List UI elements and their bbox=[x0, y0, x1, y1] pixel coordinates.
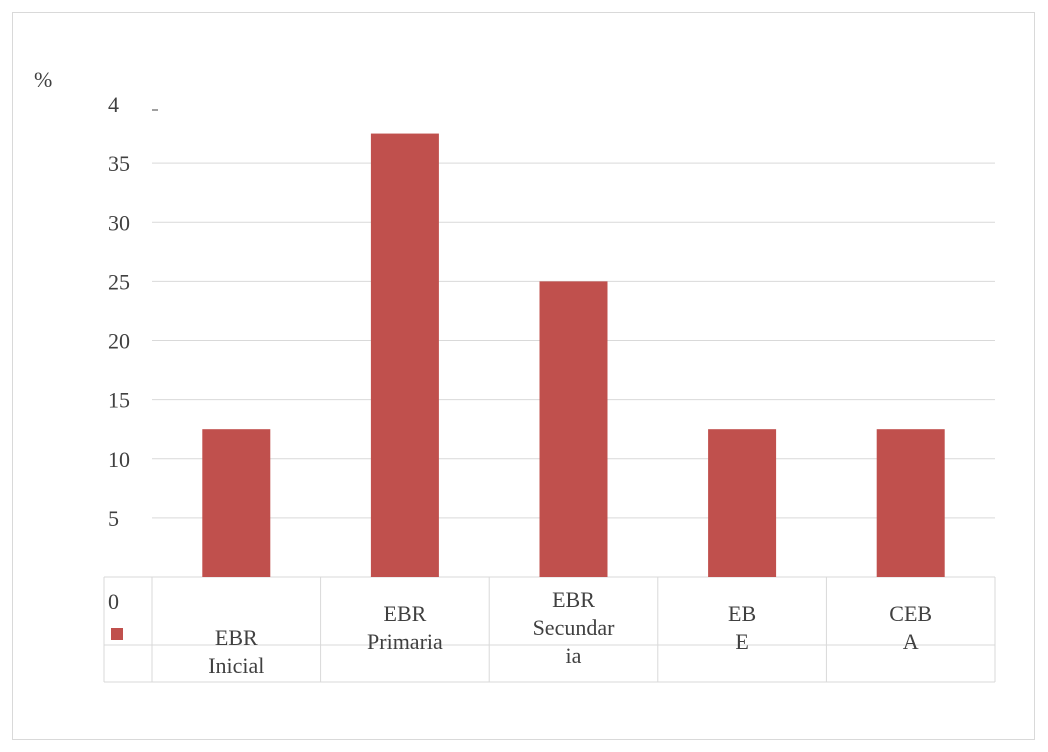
x-tick-label: E bbox=[735, 629, 748, 654]
legend-key bbox=[111, 628, 123, 640]
y-tick-label: 15 bbox=[108, 388, 130, 413]
x-tick-label: Inicial bbox=[208, 653, 264, 678]
y-tick-label: 10 bbox=[108, 447, 130, 472]
chart-border bbox=[12, 12, 1035, 740]
y-tick-label: 4 bbox=[108, 92, 119, 117]
x-tick-label: Primaria bbox=[367, 629, 443, 654]
bar bbox=[539, 281, 608, 577]
y-tick-label: 25 bbox=[108, 269, 130, 294]
bar bbox=[370, 133, 439, 577]
x-tick-label: EBR bbox=[384, 601, 427, 626]
y-tick-label: 20 bbox=[108, 329, 130, 354]
x-tick-label: ia bbox=[566, 643, 582, 668]
bar bbox=[708, 429, 777, 577]
x-tick-label: EBR bbox=[215, 625, 258, 650]
x-tick-label: EBR bbox=[552, 587, 595, 612]
x-tick-label: A bbox=[903, 629, 919, 654]
y-axis-label: % bbox=[34, 67, 52, 92]
bar bbox=[202, 429, 271, 577]
bar bbox=[876, 429, 945, 577]
y-tick-label: 35 bbox=[108, 151, 130, 176]
y-tick-label: 0 bbox=[108, 589, 119, 614]
y-tick-label: 30 bbox=[108, 210, 130, 235]
y-tick-label: 5 bbox=[108, 506, 119, 531]
x-tick-label: EB bbox=[728, 601, 756, 626]
x-tick-label: CEB bbox=[889, 601, 932, 626]
x-tick-label: Secundar bbox=[533, 615, 616, 640]
